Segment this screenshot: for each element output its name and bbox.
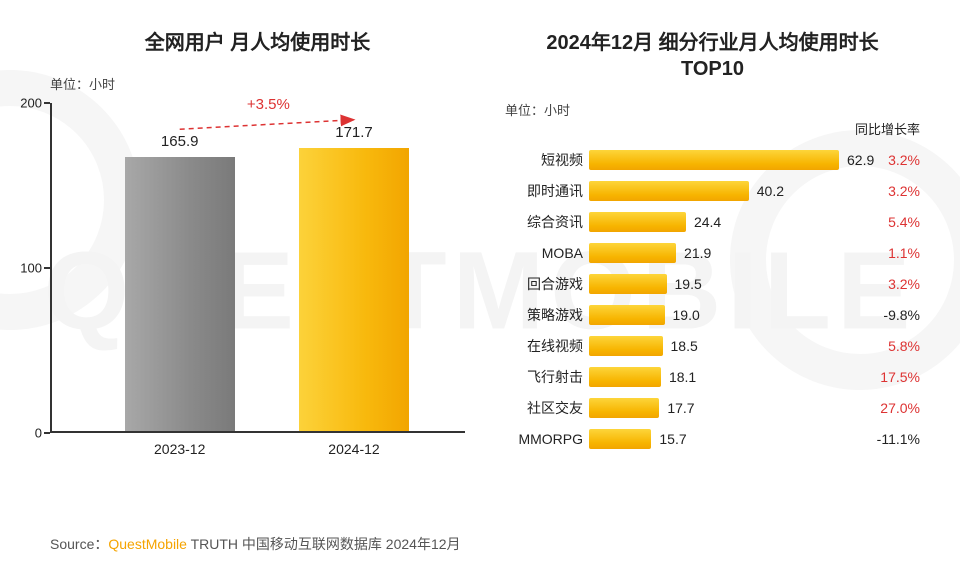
hbar-value: 15.7 — [651, 429, 686, 449]
hbar — [589, 212, 686, 232]
hbar-track: 40.2 — [589, 181, 720, 201]
hbar-row: 在线视频 18.5 5.8% — [505, 330, 920, 361]
left-bar-plot: 0100200165.92023-12171.72024-12+3.5% — [50, 103, 465, 433]
hbar-category: MOBA — [505, 245, 589, 261]
hbar-track: 19.5 — [589, 274, 720, 294]
hbar-row: 即时通讯40.23.2% — [505, 175, 920, 206]
bar-category: 2023-12 — [154, 441, 205, 457]
source-label: Source： — [50, 536, 108, 552]
hbar-growth: -9.8% — [850, 307, 920, 323]
hbar-row: MOBA 21.9 1.1% — [505, 237, 920, 268]
hbar-category: 回合游戏 — [505, 274, 589, 294]
left-chart-panel: 全网用户 月人均使用时长 单位：小时 0100200165.92023-1217… — [0, 0, 485, 500]
right-hbar-area: 同比增长率 短视频62.93.2%即时通讯40.23.2%综合资讯24.45.4… — [505, 119, 920, 454]
hbar — [589, 181, 749, 201]
hbar-value: 40.2 — [749, 181, 784, 201]
hbar-value: 18.5 — [663, 336, 698, 356]
hbar-value: 18.1 — [661, 367, 696, 387]
unit-value: 小时 — [544, 103, 570, 118]
bar-value: 171.7 — [335, 124, 373, 141]
hbar-track: 62.9 — [589, 150, 720, 170]
unit-label: 单位： — [50, 77, 89, 92]
title-line2: TOP10 — [681, 58, 744, 80]
hbar-category: 在线视频 — [505, 336, 589, 356]
hbar — [589, 398, 659, 418]
hbar-growth: 5.8% — [850, 338, 920, 354]
hbar-row: 回合游戏 19.5 3.2% — [505, 268, 920, 299]
y-tick: 200 — [20, 96, 42, 111]
growth-header: 同比增长率 — [855, 119, 920, 138]
hbar-row: 飞行射击 18.1 17.5% — [505, 361, 920, 392]
hbar-value: 21.9 — [676, 243, 711, 263]
title-line1: 2024年12月 细分行业月人均使用时长 — [546, 32, 878, 54]
left-unit: 单位：小时 — [50, 74, 465, 93]
hbar-growth: 1.1% — [850, 245, 920, 261]
bar-category: 2024-12 — [328, 441, 379, 457]
growth-label: +3.5% — [247, 96, 290, 113]
source-brand: QuestMobile — [108, 536, 187, 552]
hbar-row: 社区交友 17.7 27.0% — [505, 392, 920, 423]
hbar — [589, 367, 661, 387]
hbar-value: 62.9 — [839, 150, 874, 170]
hbar-growth: 3.2% — [850, 183, 920, 199]
hbar-category: 即时通讯 — [505, 181, 589, 201]
hbar-track: 18.1 — [589, 367, 720, 387]
hbar-row: 短视频62.93.2% — [505, 144, 920, 175]
bar-value: 165.9 — [161, 133, 199, 150]
hbar-value: 19.5 — [667, 274, 702, 294]
hbar-value: 24.4 — [686, 212, 721, 232]
y-axis — [50, 103, 52, 431]
hbar — [589, 243, 676, 263]
y-tick: 0 — [35, 426, 42, 441]
hbar-category: 短视频 — [505, 150, 589, 170]
hbar-row: 策略游戏 19.0 -9.8% — [505, 299, 920, 330]
hbar-track: 24.4 — [589, 212, 720, 232]
hbar — [589, 429, 651, 449]
unit-label: 单位： — [505, 103, 544, 118]
hbar-category: 综合资讯 — [505, 212, 589, 232]
hbar — [589, 150, 839, 170]
left-chart-title: 全网用户 月人均使用时长 — [50, 30, 465, 56]
hbar — [589, 274, 667, 294]
hbar-growth: 5.4% — [850, 214, 920, 230]
right-unit: 单位：小时 — [505, 100, 570, 119]
hbar-category: 飞行射击 — [505, 367, 589, 387]
hbar-growth: 3.2% — [850, 276, 920, 292]
hbar-value: 19.0 — [665, 305, 700, 325]
hbar-category: MMORPG — [505, 431, 589, 447]
right-chart-panel: 2024年12月 细分行业月人均使用时长 TOP10 单位：小时 同比增长率 短… — [485, 0, 960, 500]
hbar-track: 17.7 — [589, 398, 720, 418]
hbar — [589, 336, 663, 356]
hbar-track: 19.0 — [589, 305, 720, 325]
y-tick: 100 — [20, 261, 42, 276]
hbar-growth: -11.1% — [850, 431, 920, 447]
hbar-value: 17.7 — [659, 398, 694, 418]
bar: 165.92023-12 — [125, 157, 235, 431]
source-line: Source：QuestMobile TRUTH 中国移动互联网数据库 2024… — [50, 534, 461, 554]
hbar-growth: 17.5% — [850, 369, 920, 385]
unit-value: 小时 — [89, 77, 115, 92]
hbar-track: 18.5 — [589, 336, 720, 356]
hbar — [589, 305, 665, 325]
hbar-header: 同比增长率 — [505, 119, 920, 138]
hbar-track: 21.9 — [589, 243, 720, 263]
bar: 171.72024-12 — [299, 148, 409, 431]
hbar-row: MMORPG 15.7 -11.1% — [505, 423, 920, 454]
hbar-track: 15.7 — [589, 429, 720, 449]
hbar-growth: 27.0% — [850, 400, 920, 416]
right-chart-title: 2024年12月 细分行业月人均使用时长 TOP10 — [505, 30, 920, 82]
source-rest: TRUTH 中国移动互联网数据库 2024年12月 — [187, 536, 461, 552]
hbar-category: 策略游戏 — [505, 305, 589, 325]
hbar-category: 社区交友 — [505, 398, 589, 418]
hbar-row: 综合资讯 24.4 5.4% — [505, 206, 920, 237]
